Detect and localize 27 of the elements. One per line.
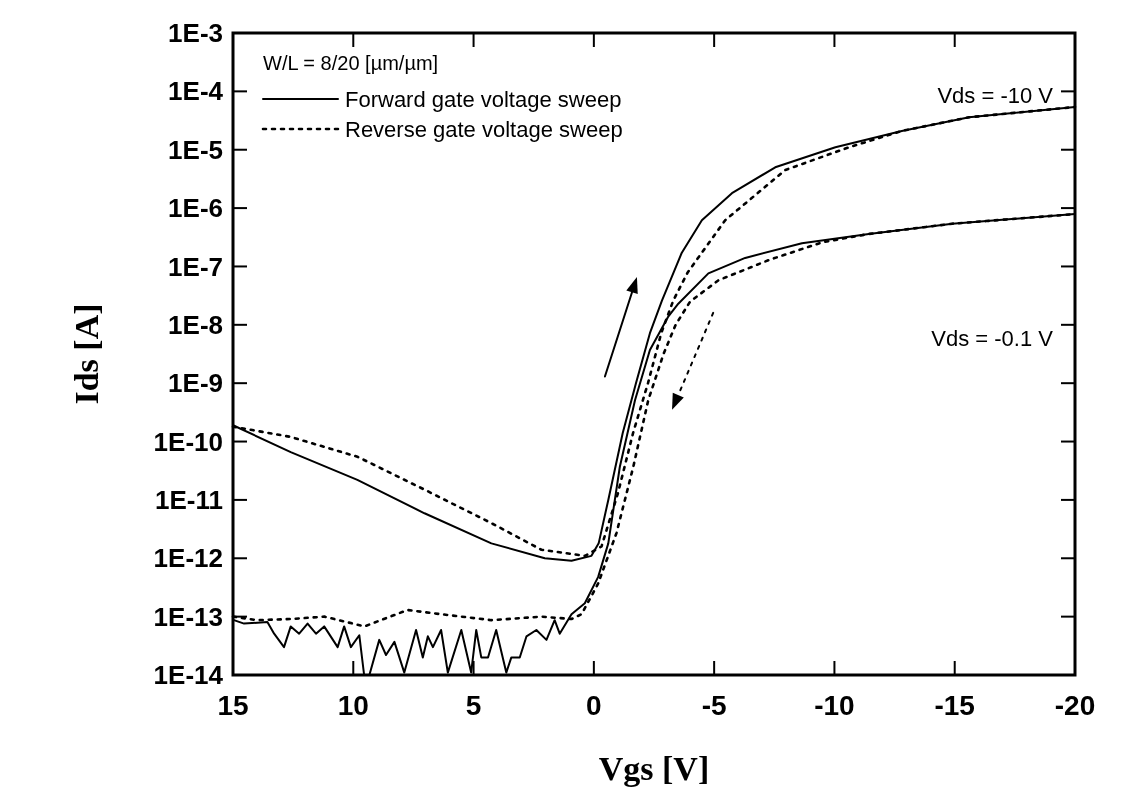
x-tick-label: 5 xyxy=(465,690,482,721)
legend-label: Reverse gate voltage sweep xyxy=(345,116,623,142)
y-tick-label: 1E-9 xyxy=(168,368,223,399)
y-tick-label: 1E-3 xyxy=(168,18,223,49)
x-tick-label: -15 xyxy=(934,690,975,721)
x-tick-label: 10 xyxy=(337,690,369,721)
y-tick-label: 1E-14 xyxy=(153,660,224,691)
annotation: W/L = 8/20 [µm/µm] xyxy=(263,52,439,74)
y-axis-title: Ids [A] xyxy=(68,303,105,405)
legend-label: Forward gate voltage sweep xyxy=(345,86,622,112)
x-axis-title: Vgs [V] xyxy=(598,750,710,787)
x-tick-label: -10 xyxy=(814,690,855,721)
y-tick-label: 1E-4 xyxy=(168,76,224,107)
x-tick-label: -20 xyxy=(1054,690,1096,721)
annotation: Vds = -10 V xyxy=(937,82,1054,108)
y-tick-label: 1E-6 xyxy=(168,193,223,224)
annotation: Vds = -0.1 V xyxy=(931,325,1054,351)
x-tick-label: 0 xyxy=(586,690,602,721)
y-tick-label: 1E-11 xyxy=(155,485,223,516)
y-tick-label: 1E-5 xyxy=(168,134,223,165)
y-tick-label: 1E-7 xyxy=(168,251,223,282)
x-tick-label: 15 xyxy=(217,690,249,721)
y-tick-label: 1E-8 xyxy=(168,309,223,340)
x-tick-label: -5 xyxy=(701,690,727,721)
y-tick-label: 1E-13 xyxy=(153,601,223,632)
y-tick-label: 1E-10 xyxy=(153,426,223,457)
y-tick-label: 1E-12 xyxy=(153,543,223,574)
